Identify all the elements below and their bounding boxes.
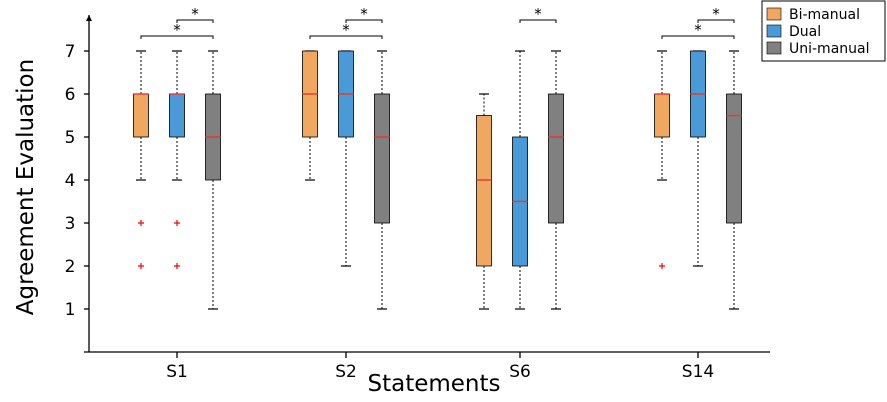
outlier-point xyxy=(138,263,144,269)
y-tick-label: 7 xyxy=(65,42,76,62)
significance-bracket xyxy=(345,19,383,23)
box-dual-s2 xyxy=(338,50,354,267)
box-bi-manual-s1 xyxy=(133,50,149,269)
y-tick-label: 3 xyxy=(65,214,76,234)
significance-bracket xyxy=(697,19,735,23)
significance-star: * xyxy=(712,5,720,23)
legend-label: Uni-manual xyxy=(789,41,870,57)
y-axis-arrow xyxy=(86,15,92,21)
box-body xyxy=(374,93,390,224)
box-dual-s6 xyxy=(512,50,528,310)
box-dual-s14 xyxy=(690,50,706,267)
y-tick-label: 2 xyxy=(65,257,76,277)
legend-label: Bi-manual xyxy=(789,7,860,23)
legend-swatch xyxy=(766,41,782,55)
box-body xyxy=(654,93,670,138)
significance-bracket xyxy=(309,35,383,39)
outlier-point xyxy=(138,220,144,226)
box-body xyxy=(726,93,742,224)
box-bi-manual-s2 xyxy=(302,50,318,181)
x-tick-label: S2 xyxy=(335,362,357,382)
significance-star: * xyxy=(534,5,542,23)
box-uni-manual-s2 xyxy=(374,50,390,310)
significance-bracket xyxy=(661,35,735,39)
significance-star: * xyxy=(360,5,368,23)
y-tick-label: 1 xyxy=(65,300,76,320)
y-axis-title: Agreement Evaluation xyxy=(13,59,39,315)
y-tick-label: 4 xyxy=(65,171,76,191)
significance-star: * xyxy=(342,21,350,39)
legend-frame xyxy=(761,0,886,62)
box-bi-manual-s14 xyxy=(654,50,670,269)
box-uni-manual-s14 xyxy=(726,50,742,310)
significance-star: * xyxy=(173,21,181,39)
box-dual-s1 xyxy=(169,50,185,269)
significance-bracket xyxy=(519,19,557,23)
y-tick-label: 6 xyxy=(65,85,76,105)
x-tick-label: S14 xyxy=(682,362,714,382)
x-tick-label: S6 xyxy=(509,362,531,382)
box-bi-manual-s6 xyxy=(476,93,492,310)
legend-swatch xyxy=(766,24,782,38)
significance-bracket xyxy=(176,19,214,23)
plot-area xyxy=(133,50,742,310)
significance-star: * xyxy=(191,5,199,23)
box-body xyxy=(133,93,149,138)
box-body xyxy=(548,93,564,224)
outlier-point xyxy=(174,263,180,269)
significance-bracket xyxy=(140,35,214,39)
box-body xyxy=(169,93,185,138)
y-tick-label: 5 xyxy=(65,128,76,148)
x-tick-label: S1 xyxy=(166,362,188,382)
outlier-point xyxy=(659,263,665,269)
outlier-point xyxy=(174,220,180,226)
axes: 1 2 3 4 5 6 7 S1 S2 S6 S14 xyxy=(65,15,770,382)
legend-label: Dual xyxy=(789,24,821,40)
significance-markers: * * * * * * * xyxy=(140,5,735,39)
significance-star: * xyxy=(694,21,702,39)
x-axis-title: Statements xyxy=(367,371,500,397)
box-uni-manual-s6 xyxy=(548,50,564,310)
box-body xyxy=(476,115,492,267)
box-uni-manual-s1 xyxy=(205,50,221,310)
legend-swatch xyxy=(766,7,782,21)
